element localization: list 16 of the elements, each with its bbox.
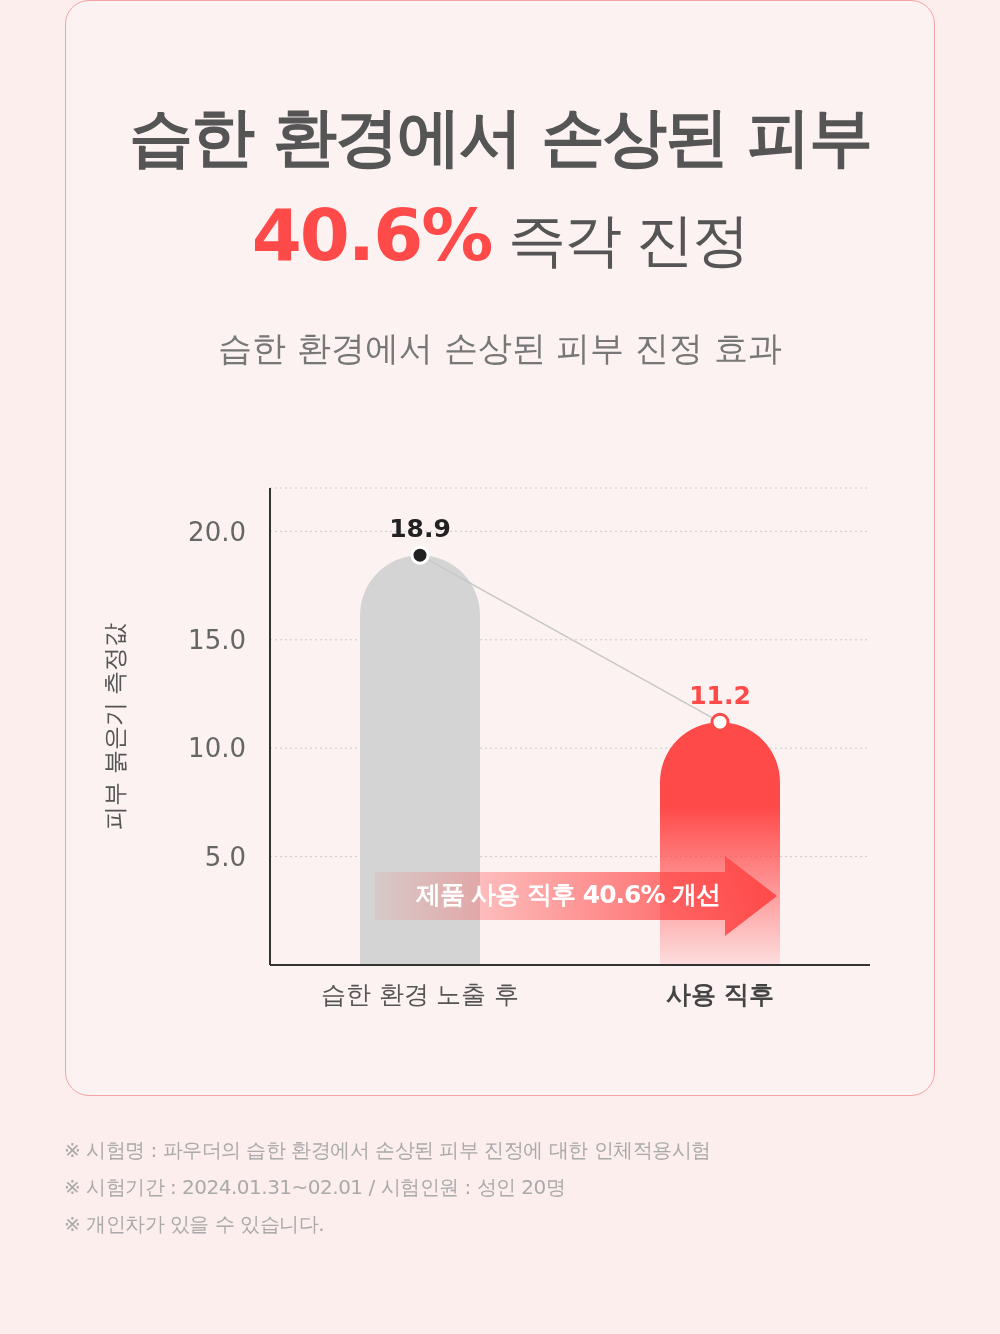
arrow-shape: 제품 사용 직후 40.6% 개선 <box>375 856 777 936</box>
x-tick-label: 사용 직후 <box>665 980 775 1009</box>
annotation: 제품 사용 직후 40.6% 개선 <box>414 879 722 911</box>
chart-subtitle: 습한 환경에서 손상된 피부 진정 효과 <box>216 327 783 370</box>
data-label: 18.9 <box>389 514 451 544</box>
y-tick-label: 15.0 <box>188 625 246 655</box>
chart-title: 습한 환경에서 손상된 피부 40.6% 즉각 진정 <box>127 99 873 277</box>
y-tick-label: 10.0 <box>188 733 246 764</box>
text: ※ 개인차가 있을 수 있습니다. <box>64 1211 326 1238</box>
y-axis-title: 피부 붉은기 측정값 <box>100 622 129 831</box>
x-tick-label: 습한 환경 노출 후 <box>320 980 520 1009</box>
y-tick-label: 20.0 <box>188 516 246 547</box>
data-label: 11.2 <box>689 681 751 711</box>
text: ※ 시험명 : 파우더의 습한 환경에서 손상된 피부 진정에 대한 인체적용시험 <box>64 1137 711 1164</box>
y-tick-label: 5.0 <box>204 841 246 872</box>
text: ※ 시험기간 : 2024.01.31~02.01 / 시험인원 : 성인 20명 <box>64 1174 567 1201</box>
